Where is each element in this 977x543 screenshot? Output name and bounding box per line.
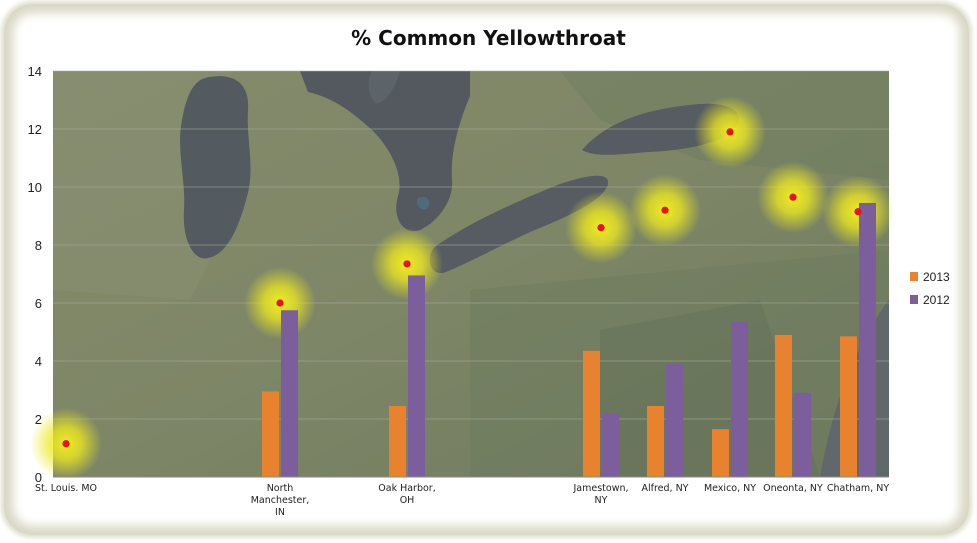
x-tick-label: Jamestown, NY — [572, 483, 628, 506]
legend-swatch-2012 — [910, 295, 918, 304]
bar-2013 — [647, 405, 664, 477]
bar-2012 — [281, 310, 298, 477]
x-tick-label-line: Mexico, NY — [704, 483, 756, 494]
x-tick-label-line: Chatham, NY — [827, 483, 889, 494]
y-tick-label: 0 — [35, 470, 42, 485]
data-marker — [276, 299, 284, 307]
markers — [62, 128, 862, 448]
y-tick-label: 2 — [35, 412, 42, 427]
x-tick-label: St. Louis. MO — [35, 483, 97, 494]
x-tick-label: Oak Harbor, OH — [378, 483, 435, 506]
data-marker — [726, 128, 734, 136]
y-tick-label: 8 — [35, 238, 42, 253]
y-tick-label: 12 — [28, 122, 42, 137]
x-tick-label-line: Oneonta, NY — [763, 483, 823, 494]
x-tick-label: Oneonta, NY — [763, 483, 823, 494]
bar-2013 — [583, 350, 600, 477]
bar-2013 — [262, 391, 279, 477]
bar-2012 — [731, 321, 748, 477]
data-marker — [597, 224, 605, 232]
bar-2013 — [712, 429, 729, 477]
y-axis: 0 2 4 6 8 10 12 14 — [28, 64, 42, 485]
x-tick-label-line: NY — [595, 495, 608, 506]
data-marker — [661, 206, 669, 214]
y-tick-label: 14 — [28, 64, 42, 79]
data-marker — [854, 208, 862, 216]
bar-2012 — [859, 202, 876, 477]
x-tick-label: Chatham, NY — [827, 483, 889, 494]
x-tick-label-line: Manchester, — [251, 495, 310, 506]
y-tick-label: 4 — [35, 354, 42, 369]
x-tick-label-line: Alfred, NY — [641, 483, 688, 494]
bar-2012 — [602, 413, 619, 477]
x-tick-label-line: OH — [400, 495, 415, 506]
bar-2013 — [775, 334, 792, 477]
y-tick-label: 10 — [28, 180, 42, 195]
data-marker — [62, 440, 70, 448]
x-tick-label-line: IN — [275, 507, 285, 518]
bar-2013 — [840, 336, 857, 477]
legend: 2013 2012 — [910, 270, 950, 307]
bar-2013 — [389, 405, 406, 477]
x-tick-label-line: Jamestown, — [572, 483, 628, 494]
x-tick-label: Mexico, NY — [704, 483, 756, 494]
x-tick-label-line: St. Louis. MO — [35, 483, 97, 494]
bars — [262, 202, 876, 477]
x-tick-label-line: Oak Harbor, — [378, 483, 435, 494]
legend-label-2012: 2012 — [923, 293, 950, 307]
x-tick-label-line: North — [267, 483, 294, 494]
bar-2012 — [666, 363, 683, 477]
legend-label-2013: 2013 — [923, 270, 950, 284]
data-marker — [789, 193, 797, 201]
chart-title: % Common Yellowthroat — [351, 26, 626, 50]
legend-swatch-2013 — [910, 272, 918, 281]
x-tick-label: North Manchester, IN — [251, 483, 310, 518]
x-tick-label: Alfred, NY — [641, 483, 688, 494]
x-axis: St. Louis. MO North Manchester, IN Oak Harbo… — [35, 476, 889, 518]
y-tick-label: 6 — [35, 296, 42, 311]
bar-2012 — [794, 392, 811, 477]
bar-2012 — [408, 275, 425, 477]
data-marker — [403, 260, 411, 268]
